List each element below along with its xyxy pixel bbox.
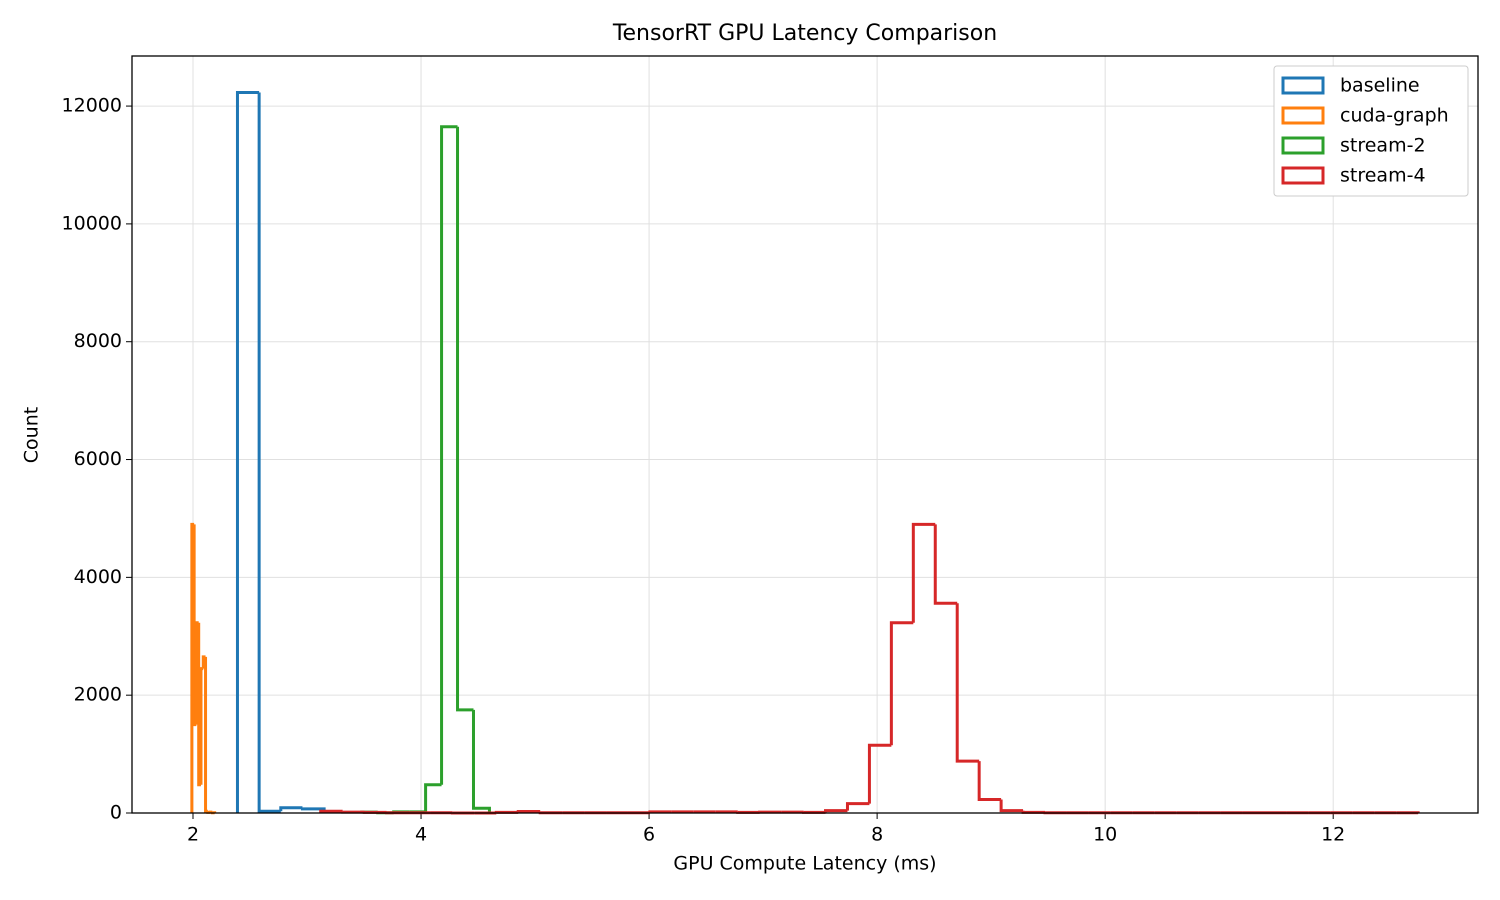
histogram-bin: [257, 92, 281, 813]
chart-title: TensorRT GPU Latency Comparison: [612, 21, 997, 46]
histogram-bin: [845, 802, 870, 811]
x-tick-label: 2: [187, 824, 199, 846]
histogram-bin: [889, 621, 914, 746]
legend-box: [1273, 65, 1469, 197]
histogram-bin: [424, 783, 442, 812]
x-tick-label: 6: [643, 824, 655, 846]
y-tick-label: 10000: [62, 212, 122, 234]
histogram-bin: [471, 709, 491, 813]
plot-frame: [131, 55, 1479, 814]
histogram-bin: [194, 621, 199, 725]
legend-swatch: [1281, 76, 1325, 95]
legend-swatch: [1281, 136, 1325, 155]
legend-swatch: [1281, 106, 1325, 125]
x-tick-label: 12: [1321, 824, 1345, 846]
y-tick-label: 2000: [74, 684, 122, 706]
histogram-bin: [516, 810, 541, 814]
x-tick-label: 8: [871, 824, 883, 846]
x-tick-label: 10: [1093, 824, 1117, 846]
y-tick-label: 8000: [74, 330, 122, 352]
histogram-bin: [977, 761, 1002, 801]
legend-label: cuda-graph: [1340, 105, 1449, 127]
x-tick-label: 4: [415, 824, 427, 846]
histogram-bin: [867, 743, 892, 804]
histogram-bin: [197, 622, 201, 787]
y-tick-label: 6000: [74, 448, 122, 470]
histogram-bin: [736, 810, 760, 814]
histogram-bin: [456, 126, 474, 712]
histogram-series: [190, 522, 217, 815]
histogram-bin: [341, 810, 365, 814]
y-tick-label: 0: [110, 802, 122, 824]
histogram-bin: [911, 522, 936, 623]
x-axis-label: GPU Compute Latency (ms): [673, 853, 936, 875]
legend-label: stream-4: [1340, 165, 1426, 187]
legend-label: baseline: [1340, 75, 1420, 97]
histogram-bin: [955, 603, 980, 763]
histogram-bin: [933, 524, 958, 605]
histogram-bin: [279, 806, 303, 812]
legend-swatch: [1281, 166, 1325, 185]
histogram-bin: [201, 655, 206, 669]
histogram-bin: [999, 799, 1024, 813]
legend-label: stream-2: [1340, 135, 1426, 157]
histogram-bin: [235, 91, 260, 813]
y-axis-label: Count: [21, 407, 43, 463]
histogram-bin: [824, 809, 848, 813]
histogram-bin: [440, 125, 458, 785]
y-tick-label: 12000: [62, 95, 122, 117]
y-tick-label: 4000: [74, 566, 122, 588]
